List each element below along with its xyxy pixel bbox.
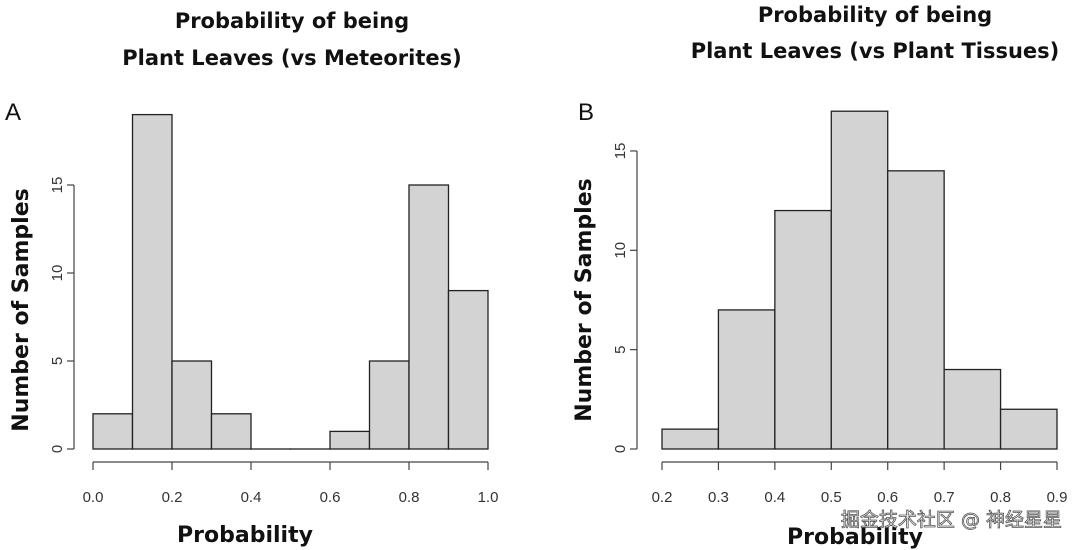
x-tick-label: 1.0 (478, 489, 499, 506)
x-tick-label: 0.0 (83, 489, 104, 506)
x-tick-label: 0.5 (821, 489, 842, 506)
histogram-bar (329, 430, 371, 450)
y-tick-label: 15 (612, 143, 629, 160)
x-tick-label: 0.9 (1047, 489, 1068, 506)
y-axis-label: Number of Samples (572, 178, 597, 421)
histogram-bar (210, 413, 252, 450)
y-tick-label: 5 (49, 357, 66, 365)
chart-title-line: Plant Leaves (vs Meteorites) (122, 46, 461, 70)
panel-label: A (5, 99, 21, 126)
histogram-bar (171, 360, 213, 450)
x-tick-label: 0.8 (399, 489, 420, 506)
x-tick-label: 0.6 (877, 489, 898, 506)
x-tick-label: 0.3 (708, 489, 729, 506)
histogram-bar (661, 428, 720, 450)
chart-panel-b: Probability of being Plant Leaves (vs Pla… (572, 3, 1067, 550)
x-axis-label: Probability (177, 523, 313, 548)
x-tick-label: 0.2 (162, 489, 183, 506)
x-tick-label: 0.4 (241, 489, 262, 506)
chart-panel-a: Probability of being Plant Leaves (vs Met… (5, 9, 498, 548)
x-tick-label: 0.7 (934, 489, 955, 506)
y-tick-label: 0 (612, 445, 629, 453)
histogram-bar (408, 184, 450, 450)
chart-title-line: Probability of being (758, 3, 992, 27)
histogram-bar (131, 113, 173, 450)
x-tick-label: 0.2 (652, 489, 673, 506)
y-tick-label: 0 (49, 445, 66, 453)
x-tick-label: 0.4 (764, 489, 785, 506)
x-axis-label: Probability (787, 525, 923, 550)
y-tick-label: 10 (49, 265, 66, 282)
chart-title-line: Plant Leaves (vs Plant Tissues) (691, 39, 1060, 63)
histogram-bar (999, 408, 1058, 450)
y-tick-label: 10 (612, 242, 629, 259)
histogram-bar (368, 360, 410, 450)
panel-label: B (578, 99, 594, 126)
histogram-bar (830, 110, 889, 450)
histogram-bar (717, 309, 776, 450)
y-tick-label: 15 (49, 177, 66, 194)
histogram-bar (447, 289, 489, 450)
chart-title-line: Probability of being (175, 9, 409, 33)
histogram-bar (774, 209, 832, 450)
y-tick-label: 5 (612, 345, 629, 353)
y-axis-label: Number of Samples (9, 188, 34, 431)
watermark: 掘金技术社区 @ 神经星星 (841, 509, 1062, 531)
x-tick-label: 0.6 (320, 489, 341, 506)
histogram-bar (943, 368, 1002, 450)
histogram-bar (92, 413, 134, 450)
histogram-bar (887, 170, 945, 450)
x-tick-label: 0.8 (990, 489, 1011, 506)
